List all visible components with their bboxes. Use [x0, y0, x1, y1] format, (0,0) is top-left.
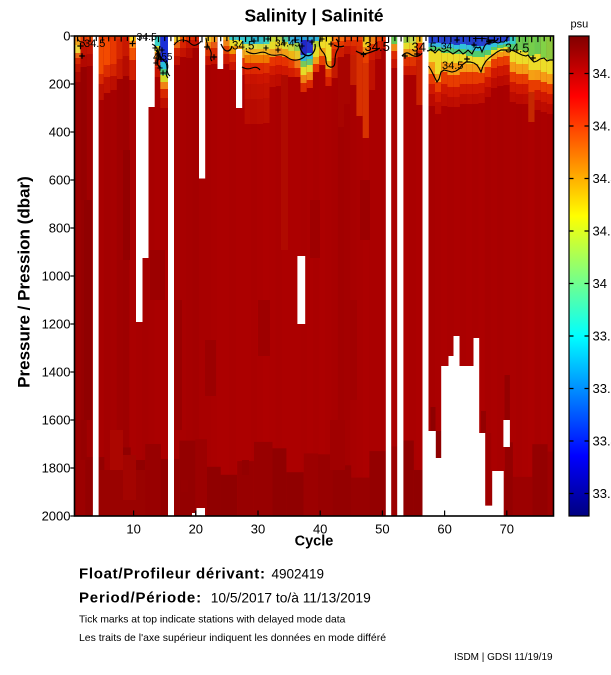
- svg-text:33.8: 33.8: [593, 329, 611, 344]
- svg-text:33.6: 33.6: [593, 381, 611, 396]
- svg-text:34.4: 34.4: [593, 171, 611, 186]
- svg-text:34.2: 34.2: [593, 224, 611, 239]
- svg-text:34.5: 34.5: [365, 39, 390, 54]
- svg-text:34.5: 34.5: [232, 41, 254, 53]
- svg-text:2000: 2000: [42, 509, 71, 524]
- svg-text:1600: 1600: [42, 413, 71, 428]
- svg-text:34.6: 34.6: [593, 119, 611, 134]
- svg-text:4.55: 4.55: [153, 52, 173, 63]
- svg-text:34.5: 34.5: [84, 38, 105, 50]
- svg-text:34.5: 34.5: [412, 40, 437, 55]
- svg-text:30: 30: [251, 522, 265, 537]
- svg-text:10: 10: [126, 522, 140, 537]
- svg-text:1400: 1400: [42, 365, 71, 380]
- svg-text:34.5: 34.5: [505, 42, 529, 56]
- svg-text:Period/Période: 10/5/2017 to/: Period/Période: 10/5/2017 to/à 11/13/201…: [79, 590, 371, 607]
- svg-text:Les traits de l'axe supérieur: Les traits de l'axe supérieur indiquent …: [79, 633, 386, 644]
- svg-text:33.2: 33.2: [593, 486, 611, 501]
- svg-text:Salinity | Salinité: Salinity | Salinité: [244, 6, 383, 26]
- svg-text:psu: psu: [571, 18, 589, 30]
- svg-text:34.45: 34.45: [275, 39, 300, 50]
- svg-text:34.8: 34.8: [593, 66, 611, 81]
- svg-text:200: 200: [49, 77, 71, 92]
- svg-text:600: 600: [49, 173, 71, 188]
- svg-text:0: 0: [63, 29, 70, 44]
- svg-text:800: 800: [49, 221, 71, 236]
- svg-text:20: 20: [189, 522, 203, 537]
- svg-text:70: 70: [500, 522, 514, 537]
- svg-text:Cycle: Cycle: [295, 534, 334, 550]
- svg-text:40: 40: [313, 522, 327, 537]
- svg-text:1800: 1800: [42, 461, 71, 476]
- svg-text:50: 50: [375, 522, 389, 537]
- svg-text:34.5: 34.5: [442, 60, 463, 72]
- svg-text:Pressure / Pression (dbar): Pressure / Pression (dbar): [15, 176, 34, 388]
- svg-text:ISDM | GDSI 11/19/19: ISDM | GDSI 11/19/19: [454, 652, 553, 663]
- svg-text:400: 400: [49, 125, 71, 140]
- svg-text:1200: 1200: [42, 317, 71, 332]
- svg-text:Tick marks at top indicate sta: Tick marks at top indicate stations with…: [79, 615, 346, 626]
- svg-text:34: 34: [593, 276, 607, 291]
- svg-text:1000: 1000: [42, 269, 71, 284]
- svg-text:60: 60: [437, 522, 451, 537]
- svg-text:Float/Profileur dérivant: 4902: Float/Profileur dérivant: 4902419: [79, 566, 324, 583]
- svg-text:33.4: 33.4: [593, 434, 611, 449]
- svg-text:34: 34: [441, 42, 453, 53]
